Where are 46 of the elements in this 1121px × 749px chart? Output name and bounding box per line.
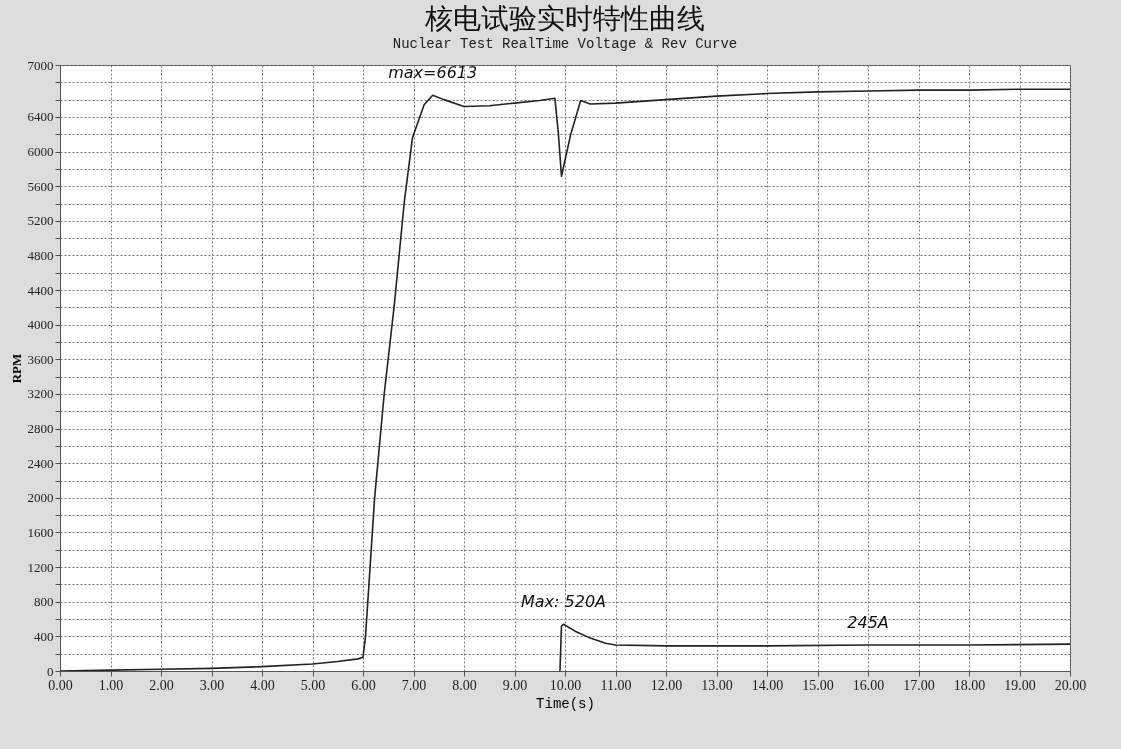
x-tick-label: 8.00 [452, 677, 477, 693]
y-axis-title: RPM [8, 353, 24, 384]
y-tick-label: 6000 [27, 144, 54, 160]
y-tick-label: 2000 [27, 490, 54, 506]
y-tick-label: 7000 [27, 57, 54, 73]
y-tick-label: 400 [34, 628, 54, 644]
y-tick-label: 5200 [27, 213, 54, 229]
y-tick-label: 1200 [27, 559, 54, 575]
y-tick-label: 5600 [27, 178, 54, 194]
x-tick-label: 7.00 [401, 677, 427, 693]
x-tick-label: 3.00 [199, 677, 225, 693]
x-tick-label: 5.00 [300, 677, 326, 693]
x-tick-label: 16.00 [852, 677, 885, 693]
y-tick-label: 1600 [27, 524, 54, 540]
x-tick-label: 14.00 [751, 677, 784, 693]
x-tick-label: 20.00 [1054, 677, 1087, 693]
x-tick-label: 15.00 [802, 677, 834, 693]
y-tick-label: 0 [47, 663, 54, 679]
y-tick-label: 4800 [27, 247, 54, 263]
chart-title: 核电试验实时特性曲线 [424, 2, 705, 35]
x-tick-label: 2.00 [149, 677, 174, 693]
x-tick-label: 13.00 [701, 677, 733, 693]
x-tick-label: 9.00 [502, 677, 528, 693]
y-tick-label: 4000 [27, 317, 54, 333]
y-tick-label: 3200 [27, 386, 54, 402]
y-tick-label: 2800 [27, 421, 54, 437]
y-tick-label: 2400 [27, 455, 54, 471]
x-tick-label: 6.00 [351, 677, 376, 693]
y-tick-label: 800 [34, 594, 54, 610]
annotation: Max: 520A [520, 592, 607, 612]
x-tick-label: 1.00 [98, 677, 124, 693]
annotation: 245A [847, 613, 889, 633]
y-tick-label: 3600 [27, 351, 54, 367]
annotation: max=6613 [388, 63, 478, 83]
x-tick-label: 4.00 [250, 677, 275, 693]
x-tick-label: 11.00 [600, 677, 632, 693]
x-tick-label: 18.00 [953, 677, 986, 693]
chart-subtitle: Nuclear Test RealTime Voltage & Rev Curve [392, 36, 738, 52]
x-tick-label: 0.00 [48, 677, 73, 693]
x-tick-label: 10.00 [549, 677, 582, 693]
y-tick-label: 4400 [27, 282, 54, 298]
x-tick-label: 17.00 [903, 677, 935, 693]
x-tick-label: 12.00 [650, 677, 683, 693]
x-tick-label: 19.00 [1004, 677, 1036, 693]
y-tick-label: 6400 [27, 109, 54, 125]
x-axis-title: Time(s) [536, 695, 595, 712]
